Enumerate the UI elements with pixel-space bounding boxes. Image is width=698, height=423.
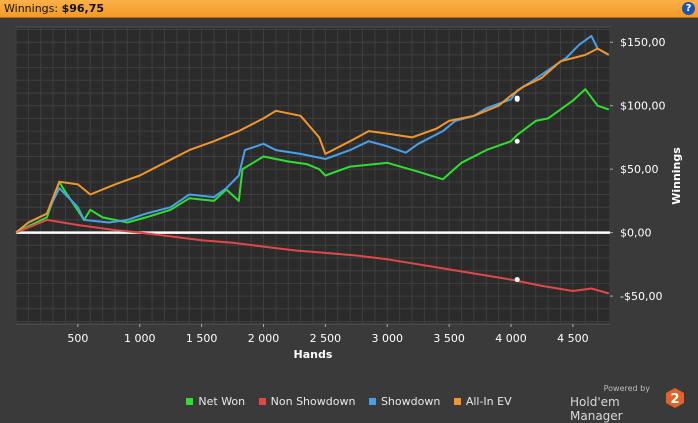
x-tick-label: 4 000 bbox=[495, 332, 527, 345]
legend-swatch bbox=[453, 398, 461, 405]
legend-label: Net Won bbox=[198, 395, 246, 408]
y-tick-label: -$50,00 bbox=[620, 290, 662, 303]
brand-name: Hold'em Manager bbox=[570, 395, 623, 423]
legend-label: Showdown bbox=[380, 395, 441, 408]
x-tick-label: 3 000 bbox=[372, 332, 404, 345]
y-tick-label: $100,00 bbox=[620, 100, 666, 113]
data-point-marker bbox=[514, 277, 520, 283]
brand-version: 2 bbox=[670, 392, 679, 407]
legend-label: All-In EV bbox=[465, 395, 512, 408]
legend-label: Non Showdown bbox=[270, 395, 356, 408]
y-tick-label: $50,00 bbox=[620, 163, 659, 176]
x-tick-label: 3 500 bbox=[433, 332, 465, 345]
x-tick-label: 500 bbox=[67, 332, 88, 345]
series-line-net-won bbox=[15, 88, 610, 234]
series-line-non-showdown bbox=[15, 218, 610, 295]
title-bar: Winnings: $96,75 ? bbox=[0, 0, 698, 18]
marker-layer bbox=[514, 95, 520, 283]
x-tick-label: 2 500 bbox=[310, 332, 342, 345]
powered-by-text: Powered by bbox=[603, 384, 650, 393]
series-layer bbox=[15, 34, 610, 295]
y-tick-label: $150,00 bbox=[620, 36, 666, 49]
x-axis-ticks: 500 1 000 1 500 2 000 2 500 3 000 3 500 4 000 4 … bbox=[67, 324, 589, 345]
y-tick-label: $0,00 bbox=[620, 227, 652, 240]
brand: Powered by Hold'em Manager 2 bbox=[570, 384, 690, 423]
data-point-marker bbox=[514, 138, 520, 144]
winnings-summary: Winnings: $96,75 bbox=[4, 2, 104, 15]
winnings-value: $96,75 bbox=[61, 2, 105, 15]
x-tick-label: 2 000 bbox=[248, 332, 280, 345]
legend: Net Won Non Showdown Showdown All-In EV bbox=[0, 395, 698, 408]
help-icon[interactable]: ? bbox=[682, 2, 695, 15]
winnings-chart: 500 1 000 1 500 2 000 2 500 3 000 3 500 4 000 4 … bbox=[15, 26, 683, 361]
legend-swatch bbox=[186, 398, 194, 405]
hm2-logo-icon: 2 bbox=[666, 388, 684, 408]
legend-item-all-in-ev[interactable]: All-In EV bbox=[453, 395, 512, 408]
legend-item-non-showdown[interactable]: Non Showdown bbox=[258, 395, 356, 408]
x-tick-label: 1 000 bbox=[124, 332, 156, 345]
series-line-all-in-ev bbox=[15, 47, 610, 234]
winnings-label: Winnings: bbox=[4, 2, 59, 15]
data-point-marker bbox=[514, 96, 520, 102]
x-axis-label: Hands bbox=[294, 348, 333, 361]
y-axis-ticks: -$50,00 $0,00 $50,00 $100,00 $150,00 bbox=[610, 36, 666, 303]
x-tick-label: 4 500 bbox=[557, 332, 589, 345]
x-tick-label: 1 500 bbox=[186, 332, 218, 345]
legend-swatch bbox=[368, 398, 376, 405]
legend-item-net-won[interactable]: Net Won bbox=[186, 395, 245, 408]
legend-item-showdown[interactable]: Showdown bbox=[368, 395, 441, 408]
legend-swatch bbox=[258, 398, 266, 405]
y-axis-label: Winnings bbox=[670, 147, 683, 205]
